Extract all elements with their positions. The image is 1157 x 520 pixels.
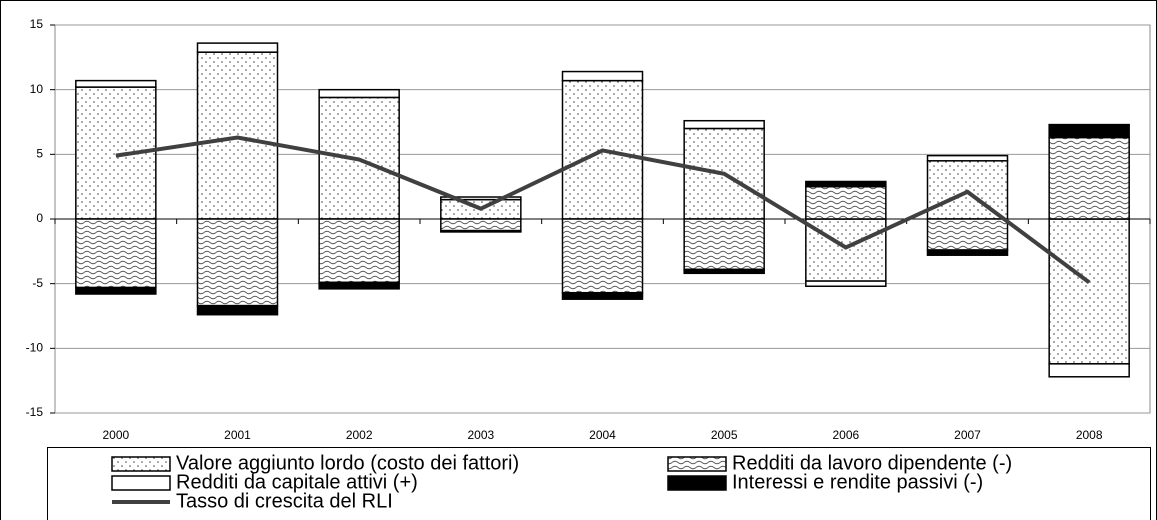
legend-label: Interessi e rendite passivi (-): [732, 471, 983, 493]
legend-swatch: [667, 475, 727, 491]
legend-label: Valore aggiunto lordo (costo dei fattori…: [176, 452, 519, 474]
bar-segment: [683, 119, 765, 130]
bar-segment: [318, 88, 400, 99]
y-tick-label: 15: [30, 17, 44, 31]
bar-segment: [926, 249, 1009, 256]
bar-segment: [926, 154, 1009, 162]
bar-segment: [1048, 123, 1130, 139]
y-tick-label: 0: [36, 211, 43, 225]
bar-segment: [196, 42, 279, 53]
bar-segment: [805, 185, 887, 220]
x-tick-label: 2008: [1076, 428, 1103, 442]
y-tick-label: -5: [32, 276, 43, 290]
bar-segment: [75, 218, 157, 289]
legend-swatch: [667, 456, 727, 472]
line-series: [115, 135, 1091, 284]
bar-segment: [196, 218, 279, 307]
bar-segment: [805, 280, 887, 288]
bar-segment: [1048, 218, 1130, 365]
bar-segment: [196, 304, 279, 316]
legend-label: Tasso di crescita del RLI: [176, 490, 393, 512]
legend-label: Redditi da lavoro dipendente (-): [732, 452, 1012, 474]
bar-segment: [318, 218, 400, 284]
bar-segment: [1048, 363, 1130, 378]
x-tick-label: 2003: [467, 428, 494, 442]
bar-segment: [1048, 136, 1130, 220]
bar-segment: [318, 281, 400, 290]
bar-segment: [683, 268, 765, 275]
x-tick-label: 2004: [589, 428, 616, 442]
x-tick-label: 2005: [711, 428, 738, 442]
bar-segment: [561, 70, 644, 82]
y-tick-label: -10: [26, 341, 44, 355]
y-tick-label: 5: [36, 147, 43, 161]
bar-segment: [683, 218, 765, 271]
bar-segment: [926, 218, 1009, 251]
bar-segment: [440, 218, 522, 232]
bar-segment: [75, 286, 157, 295]
x-tick-label: 2002: [346, 428, 373, 442]
bar-segment: [561, 291, 644, 300]
legend-swatch: [111, 456, 171, 472]
legend-label: Redditi da capitale attivi (+): [176, 471, 418, 493]
legend-swatch: [111, 475, 171, 491]
y-tick-label: -15: [26, 405, 44, 419]
bar-segment: [440, 196, 522, 201]
x-tick-label: 2007: [954, 428, 981, 442]
legend-box: [47, 447, 1151, 520]
y-tick-label: 10: [30, 82, 44, 96]
bar-segment: [440, 229, 522, 233]
x-tick-label: 2000: [102, 428, 129, 442]
x-tick-label: 2006: [832, 428, 859, 442]
bar-segment: [75, 79, 157, 88]
x-tick-label: 2001: [224, 428, 251, 442]
bar-segment: [805, 180, 887, 188]
bar-segment: [561, 218, 644, 294]
